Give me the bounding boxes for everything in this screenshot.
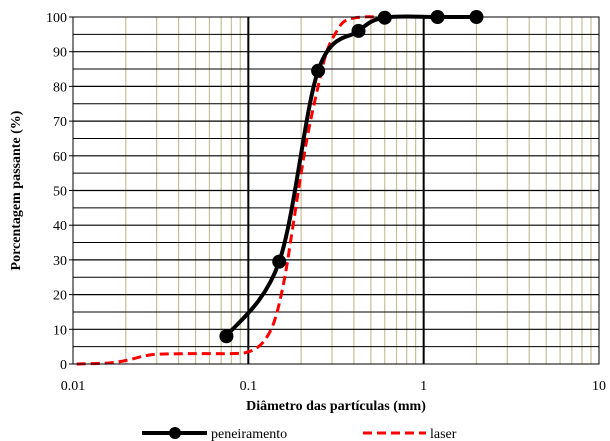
y-tick-label: 70 bbox=[53, 115, 67, 130]
y-tick-label: 10 bbox=[53, 323, 67, 338]
x-tick-label: 0.01 bbox=[61, 379, 86, 394]
y-tick-label: 90 bbox=[53, 46, 67, 61]
legend: peneiramento laser bbox=[142, 427, 457, 441]
data-point-peneiramento bbox=[377, 10, 392, 25]
y-tick-label: 30 bbox=[53, 254, 67, 269]
data-point-peneiramento bbox=[311, 63, 326, 78]
y-tick-label: 0 bbox=[60, 358, 67, 373]
grid bbox=[73, 17, 599, 364]
x-tick-label: 1 bbox=[420, 379, 427, 394]
y-tick-label: 60 bbox=[53, 150, 67, 165]
x-tick-label: 10 bbox=[592, 379, 606, 394]
tick-labels: 0 10 20 30 40 50 60 70 80 90 100 0.01 0.1 1 10 bbox=[46, 11, 606, 394]
data-point-peneiramento bbox=[351, 23, 366, 38]
x-tick-label: 0.1 bbox=[240, 379, 258, 394]
y-tick-label: 100 bbox=[46, 11, 67, 26]
series-line-laser bbox=[76, 15, 477, 366]
y-tick-label: 50 bbox=[53, 185, 67, 200]
x-axis-title: Diâmetro das partículas (mm) bbox=[246, 399, 426, 414]
series-layer bbox=[76, 10, 484, 366]
y-tick-label: 20 bbox=[53, 289, 67, 304]
y-tick-label: 80 bbox=[53, 80, 67, 95]
y-axis-title: Porcentagem passante (%) bbox=[9, 110, 24, 270]
legend-label-peneiramento: peneiramento bbox=[211, 427, 287, 441]
y-tick-label: 40 bbox=[53, 219, 67, 234]
legend-marker-peneiramento bbox=[169, 427, 181, 439]
data-point-peneiramento bbox=[272, 254, 287, 269]
series-line-peneiramento bbox=[224, 14, 477, 338]
data-point-peneiramento bbox=[219, 329, 234, 344]
legend-label-laser: laser bbox=[430, 427, 457, 441]
